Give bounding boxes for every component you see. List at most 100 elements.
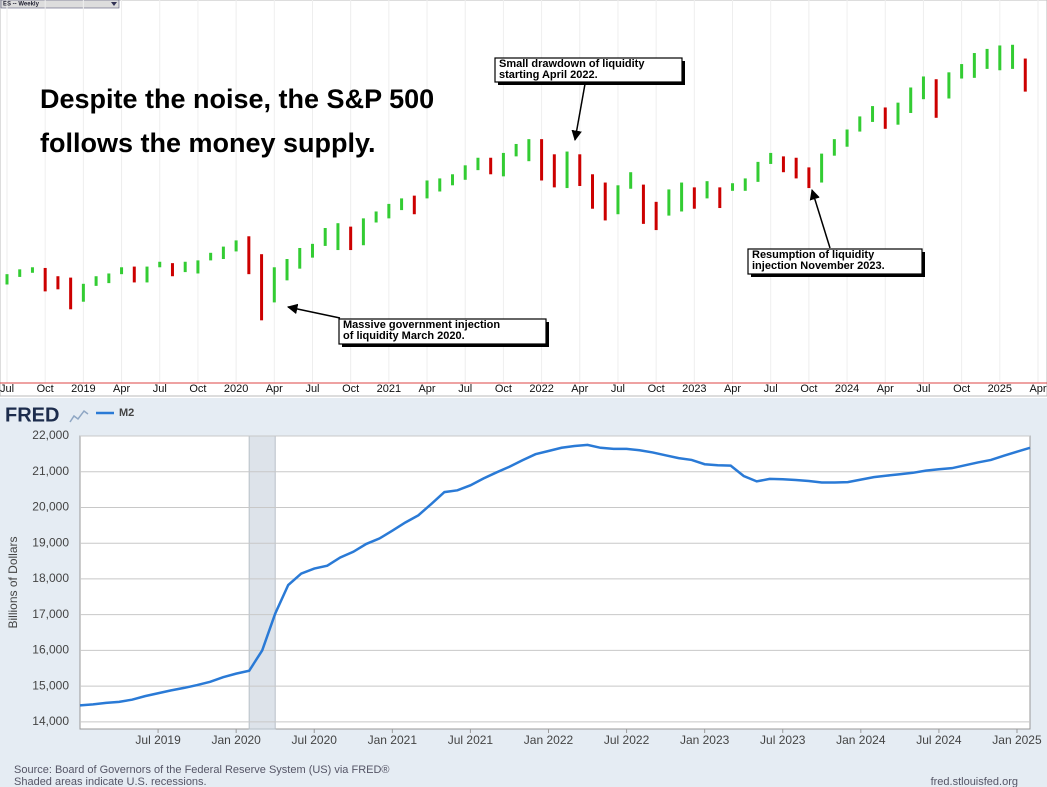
price-bar [603, 182, 607, 221]
price-bar [425, 180, 429, 199]
price-bar [361, 218, 365, 246]
headline: Despite the noise, the S&P 500 [40, 84, 434, 114]
x-tick-label: 2024 [835, 383, 859, 395]
annotation-box [747, 248, 923, 275]
price-bar [323, 228, 327, 246]
price-bar [985, 48, 989, 69]
price-bar [145, 266, 149, 283]
price-bar [756, 161, 760, 182]
y-tick-label: 17,000 [32, 607, 69, 621]
x-tick-label: Jan 2021 [368, 733, 418, 747]
price-bar [934, 79, 938, 118]
x-tick-label: Jul 2024 [916, 733, 962, 747]
x-tick-label: 2019 [71, 383, 95, 395]
price-bar [680, 182, 684, 212]
price-bar [832, 139, 836, 156]
price-bar [807, 167, 811, 189]
x-tick-label: 2021 [377, 383, 401, 395]
price-bar [30, 267, 34, 273]
series-line [79, 443, 1031, 707]
x-tick-label: Jan 2025 [992, 733, 1042, 747]
price-bar [209, 252, 213, 261]
instrument-select[interactable] [0, 0, 120, 9]
annotation-box [338, 318, 547, 345]
price-bar [692, 187, 696, 209]
y-tick-label: 15,000 [32, 678, 69, 692]
x-tick-label: Oct [953, 383, 970, 395]
price-bar [387, 203, 391, 219]
price-bar [183, 261, 187, 273]
price-bar [998, 45, 1002, 71]
annotation-text: Massive government injection [343, 319, 500, 331]
price-bar [921, 76, 925, 100]
price-bar [234, 240, 238, 252]
price-bar [349, 226, 353, 251]
logo-icon [69, 409, 89, 423]
price-bar [565, 151, 569, 189]
price-bar [794, 157, 798, 179]
annotation-arrow [809, 188, 831, 249]
price-bar [705, 181, 709, 199]
price-bar [641, 184, 645, 224]
x-tick-label: Oct [189, 383, 206, 395]
price-bar [616, 185, 620, 215]
y-tick-label: 16,000 [32, 643, 69, 657]
price-bar [1023, 58, 1027, 92]
x-tick-label: Jul 2019 [135, 733, 181, 747]
price-bar [196, 260, 200, 274]
x-tick-label: Jul 2021 [448, 733, 494, 747]
price-bar [94, 276, 98, 286]
price-bar [896, 102, 900, 125]
price-bar [272, 267, 276, 303]
x-tick-label: Jul [0, 383, 14, 395]
price-bar [310, 243, 314, 258]
price-bar [260, 254, 264, 321]
x-tick-label: Oct [495, 383, 512, 395]
price-bar [5, 274, 9, 285]
credit[interactable]: fred.stlouisfed.org [931, 776, 1018, 787]
price-bar [972, 53, 976, 78]
x-tick-label: Jan 2024 [836, 733, 886, 747]
x-tick-label: Jul 2020 [292, 733, 338, 747]
price-bar [501, 152, 505, 177]
price-bar [909, 87, 913, 113]
y-tick-label: 18,000 [32, 571, 69, 585]
source-note: Source: Board of Governors of the Federa… [14, 764, 390, 776]
annotation-arrow [571, 83, 586, 142]
headline: follows the money supply. [40, 128, 376, 158]
price-bar [374, 211, 378, 223]
price-bar [285, 259, 289, 281]
y-tick-label: 14,000 [32, 714, 69, 728]
annotation-box [494, 57, 683, 83]
price-bar [552, 154, 556, 188]
price-bar [170, 263, 174, 277]
annotation-text: of liquidity March 2020. [343, 330, 465, 342]
x-tick-label: Oct [342, 383, 359, 395]
x-tick-label: Jul [764, 383, 778, 395]
price-bar [56, 276, 60, 290]
price-bar [527, 139, 531, 162]
price-bar [412, 195, 416, 215]
price-bar [947, 72, 951, 99]
price-bar [667, 189, 671, 216]
price-bar [540, 139, 544, 181]
dropdown-icon [111, 2, 117, 6]
price-bar [654, 201, 658, 231]
x-tick-label: 2022 [529, 383, 553, 395]
x-tick-label: Jul 2022 [604, 733, 650, 747]
y-tick-label: 19,000 [32, 535, 69, 549]
price-bar [120, 267, 124, 275]
fred-logo: FRED [5, 404, 59, 426]
x-tick-label: Jul [611, 383, 625, 395]
y-tick-label: 21,000 [32, 464, 69, 478]
price-bar [489, 157, 493, 175]
price-bar [18, 269, 22, 277]
x-tick-label: Apr [113, 383, 130, 395]
price-bar [731, 183, 735, 191]
y-axis-label: Billions of Dollars [6, 536, 20, 628]
x-tick-label: Apr [571, 383, 588, 395]
annotation-text: Small drawdown of liquidity [499, 58, 645, 70]
price-bar [81, 283, 85, 302]
price-bar [820, 153, 824, 183]
